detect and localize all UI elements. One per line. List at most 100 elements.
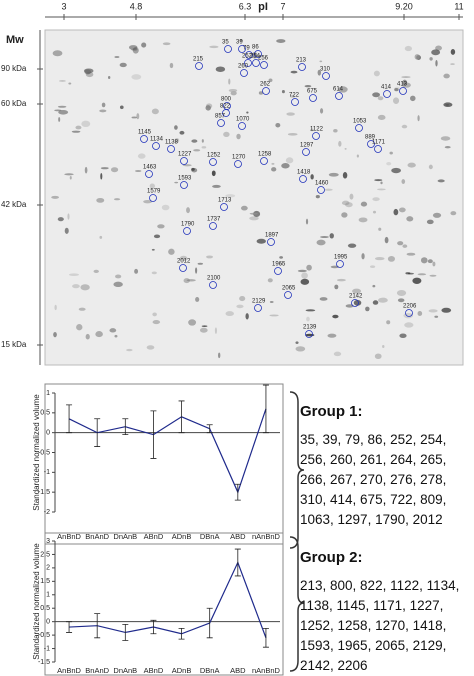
spot-label: 2065 [282, 286, 296, 292]
error-bar [234, 548, 241, 577]
spot-label: 800 [221, 97, 232, 103]
spot-label: 86 [252, 45, 259, 51]
gel-spot [399, 333, 407, 339]
gel-spot [301, 272, 308, 279]
gel-spot [356, 154, 359, 158]
spot-marker [180, 157, 188, 165]
error-bar [122, 623, 129, 641]
gel-spot [398, 207, 406, 213]
gel-spot [338, 86, 348, 93]
gel-spot [431, 49, 441, 56]
gel-spot [315, 195, 320, 199]
spot-marker [254, 304, 262, 312]
gel-spot [406, 216, 414, 222]
gel-spot [76, 324, 83, 331]
gel-spot [319, 297, 328, 301]
gel-spot [372, 284, 376, 288]
gel-spot [81, 120, 91, 128]
gel-spot [333, 128, 338, 133]
gel-spot [401, 76, 411, 78]
gel-spot [404, 45, 413, 52]
spot-label: 614 [333, 87, 344, 93]
gel-spot [414, 54, 420, 60]
gel-spot [179, 130, 185, 135]
gel-spot [450, 211, 457, 216]
gel-spot [132, 47, 139, 54]
gel-spot [268, 78, 273, 83]
spot-label: 1122 [310, 127, 324, 133]
spot-marker [240, 69, 248, 77]
gel-spot [245, 313, 249, 320]
gel-spot [374, 257, 385, 261]
mw-tick-label: 42 kDa [1, 200, 27, 209]
gel-spot [306, 264, 312, 271]
gel-spot [437, 179, 445, 183]
gel-spot [387, 256, 396, 262]
gel-spot [428, 164, 433, 170]
gel-spot [85, 72, 94, 78]
gel-spot [57, 105, 67, 108]
spot-label: 2100 [207, 276, 221, 282]
error-bar [206, 424, 213, 434]
gel-spot [69, 273, 79, 276]
gel-spot [101, 102, 106, 108]
spot-label: 1713 [218, 198, 232, 204]
spot-marker [244, 59, 252, 67]
group-title: Group 1: [300, 403, 363, 420]
gel-spot [443, 73, 450, 79]
gel-spot [240, 205, 248, 211]
spot-label: 1593 [178, 176, 192, 182]
gel-spot [377, 188, 386, 191]
spot-label: 2139 [303, 325, 317, 331]
gel-spot [341, 200, 350, 206]
gel-spot [205, 103, 213, 109]
gel-spot [361, 253, 365, 260]
spot-marker [234, 160, 242, 168]
gel-spot [378, 297, 388, 303]
gel-spot [85, 333, 90, 340]
gel-spot [450, 49, 456, 55]
spot-label: 1252 [207, 153, 221, 159]
gel-spot [201, 146, 207, 149]
spot-marker [298, 63, 306, 71]
gel-spot [195, 297, 200, 302]
gel-spot [114, 55, 120, 59]
gel-spot [236, 304, 244, 309]
gel-spot [64, 173, 74, 176]
group-members: 213, 800, 822, 1122, 1134, 1138, 1145, 1… [300, 578, 460, 673]
gel-spot [131, 116, 137, 119]
gel-spot [183, 278, 190, 284]
mw-tick-label: 60 kDa [1, 99, 27, 108]
gel-spot [372, 210, 377, 214]
gel-spot [384, 236, 389, 244]
gel-spot [417, 310, 423, 316]
gel-spot [228, 88, 238, 93]
gel-spot [271, 167, 277, 172]
gel-spot [391, 167, 401, 174]
gel-spot [151, 248, 155, 251]
gel-spot [407, 162, 416, 168]
y-axis-label: Standardized normalized volume [32, 543, 41, 660]
error-bar [178, 627, 185, 640]
gel-spot [113, 198, 121, 201]
gel-spot [179, 255, 188, 261]
gel-spot [201, 139, 204, 143]
gel-spot [230, 90, 237, 96]
spot-marker [167, 145, 175, 153]
chart-frame [44, 383, 284, 545]
gel-spot [441, 307, 452, 313]
gel-spot [393, 97, 400, 104]
spot-label: 2142 [349, 294, 363, 300]
spot-marker [217, 119, 225, 127]
gel-spot [428, 309, 438, 313]
gel-spot [450, 63, 455, 65]
spot-label: 722 [289, 93, 300, 99]
y-tick-label: -0.5 [38, 449, 50, 456]
spot-marker [238, 45, 246, 53]
spot-marker [209, 158, 217, 166]
spot-marker [383, 90, 391, 98]
spot-marker [267, 238, 275, 246]
gel-spot [162, 42, 171, 46]
x-tick-label: ABD [230, 532, 246, 541]
y-tick-label: 3 [46, 538, 50, 545]
